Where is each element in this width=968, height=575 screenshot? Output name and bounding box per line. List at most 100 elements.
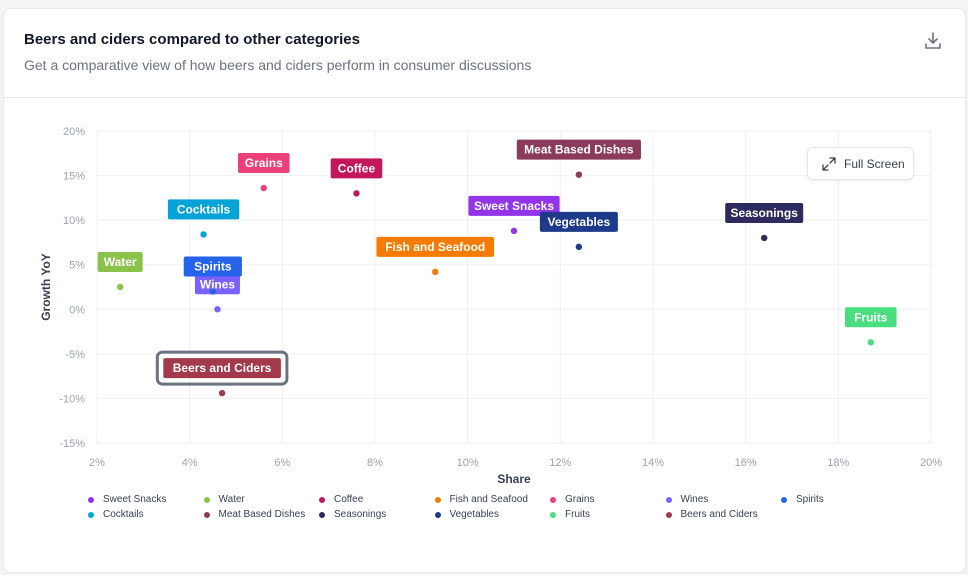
legend-marker (434, 511, 441, 518)
legend-item[interactable]: Seasonings (319, 509, 386, 520)
legend-label: Meat Based Dishes (218, 509, 306, 520)
legend-item[interactable]: Coffee (319, 494, 363, 505)
legend-marker (550, 496, 556, 503)
data-point-fruits[interactable] (867, 339, 874, 346)
y-tick-label: 20% (63, 126, 85, 138)
data-point-meat-based-dishes[interactable] (575, 171, 583, 178)
x-tick-label: 2% (89, 457, 105, 469)
point-label-bg-meat-based-dishes (516, 139, 641, 160)
legend-item[interactable]: Vegetables (434, 509, 500, 520)
card-header: Beers and ciders compared to other categ… (4, 9, 965, 98)
legend-marker (319, 496, 325, 503)
data-point-water[interactable] (116, 283, 124, 291)
legend-item[interactable]: Fish and Seafood (434, 494, 528, 505)
data-point-spirits[interactable] (209, 288, 217, 295)
point-label-bg-cocktails (167, 199, 240, 220)
point-label-meat-based-dishes: Meat Based Dishes (524, 143, 634, 157)
x-tick-label: 18% (827, 457, 849, 469)
point-label-fish-and-seafood: Fish and Seafood (385, 240, 485, 254)
point-label-bg-grains (238, 153, 290, 174)
legend-item[interactable]: Meat Based Dishes (203, 509, 306, 520)
data-point-beers-and-ciders[interactable] (218, 389, 226, 397)
x-axis-title: Share (497, 472, 531, 486)
point-label-bg-spirits (183, 256, 242, 277)
chart-title: Beers and ciders compared to other categ… (24, 31, 360, 48)
point-label-wines: Wines (200, 277, 236, 291)
expand-icon (822, 156, 836, 171)
point-label-bg-seasonings (725, 202, 804, 223)
point-label-bg-wines (194, 274, 240, 295)
y-tick-label: 10% (63, 215, 85, 227)
legend-item[interactable]: Beers and Ciders (665, 509, 758, 520)
x-tick-label: 10% (457, 457, 479, 469)
point-label-bg-vegetables (539, 211, 618, 232)
point-label-bg-sweet-snacks (468, 195, 560, 216)
legend-label: Fruits (565, 509, 590, 520)
legend-label: Seasonings (334, 509, 387, 520)
point-label-bg-fruits (844, 307, 897, 328)
point-label-bg-beers-and-ciders (163, 358, 281, 379)
legend-item[interactable]: Water (203, 494, 245, 505)
legend-item[interactable]: Spirits (781, 494, 824, 505)
point-label-water: Water (104, 255, 137, 269)
legend-item[interactable]: Wines (665, 494, 709, 505)
y-tick-label: 0% (69, 304, 85, 316)
point-label-bg-fish-and-seafood (376, 236, 495, 257)
data-point-vegetables[interactable] (575, 243, 583, 251)
legend-marker (88, 511, 94, 518)
legend-label: Spirits (796, 494, 824, 505)
point-label-seasonings: Seasonings (731, 206, 799, 220)
legend-label: Grains (565, 494, 595, 505)
y-tick-label: -10% (59, 393, 85, 405)
point-label-bg-coffee (330, 158, 383, 179)
legend-label: Sweet Snacks (103, 494, 167, 505)
x-tick-label: 8% (367, 457, 383, 469)
data-point-coffee[interactable] (353, 190, 360, 197)
y-tick-label: -15% (59, 438, 85, 450)
chart-subtitle: Get a comparative view of how beers and … (24, 57, 532, 73)
legend-label: Wines (680, 494, 709, 505)
point-label-cocktails: Cocktails (177, 202, 231, 216)
legend-marker (88, 496, 94, 503)
point-label-beers-and-ciders: Beers and Ciders (173, 361, 272, 375)
legend-marker (665, 496, 672, 503)
point-label-grains: Grains (245, 156, 283, 170)
point-label-bg-water (97, 252, 143, 272)
y-axis-title: Growth YoY (39, 253, 53, 321)
point-label-spirits: Spirits (194, 259, 232, 273)
data-point-seasonings[interactable] (761, 234, 768, 242)
y-tick-label: -5% (65, 349, 85, 361)
legend-marker (665, 511, 672, 518)
point-label-coffee: Coffee (338, 161, 376, 175)
y-tick-label: 5% (69, 260, 85, 272)
data-point-grains[interactable] (260, 184, 267, 192)
data-point-sweet-snacks[interactable] (510, 227, 518, 235)
full-screen-label: Full Screen (844, 156, 905, 171)
legend-label: Fish and Seafood (449, 494, 528, 505)
download-icon[interactable] (923, 31, 943, 51)
data-point-fish-and-seafood[interactable] (432, 268, 439, 276)
x-tick-label: 4% (182, 457, 198, 469)
y-tick-label: 15% (63, 171, 85, 183)
x-tick-label: 14% (642, 457, 664, 469)
data-point-wines[interactable] (214, 306, 221, 313)
legend-marker (203, 496, 210, 503)
legend-label: Cocktails (103, 509, 144, 520)
legend-marker (319, 511, 325, 518)
data-point-cocktails[interactable] (200, 231, 207, 238)
x-tick-label: 20% (920, 457, 942, 469)
point-label-vegetables: Vegetables (548, 215, 611, 229)
legend-marker (203, 511, 210, 518)
legend-marker (434, 496, 441, 503)
legend-item[interactable]: Fruits (550, 509, 590, 520)
x-tick-label: 12% (549, 457, 571, 469)
legend-item[interactable]: Cocktails (88, 509, 144, 520)
point-label-sweet-snacks: Sweet Snacks (474, 199, 554, 213)
legend-marker (550, 511, 556, 518)
legend-label: Vegetables (449, 509, 500, 520)
legend-label: Coffee (334, 494, 364, 505)
full-screen-button[interactable]: Full Screen (807, 147, 914, 180)
legend-item[interactable]: Sweet Snacks (88, 494, 166, 505)
legend-item[interactable]: Grains (550, 494, 594, 505)
